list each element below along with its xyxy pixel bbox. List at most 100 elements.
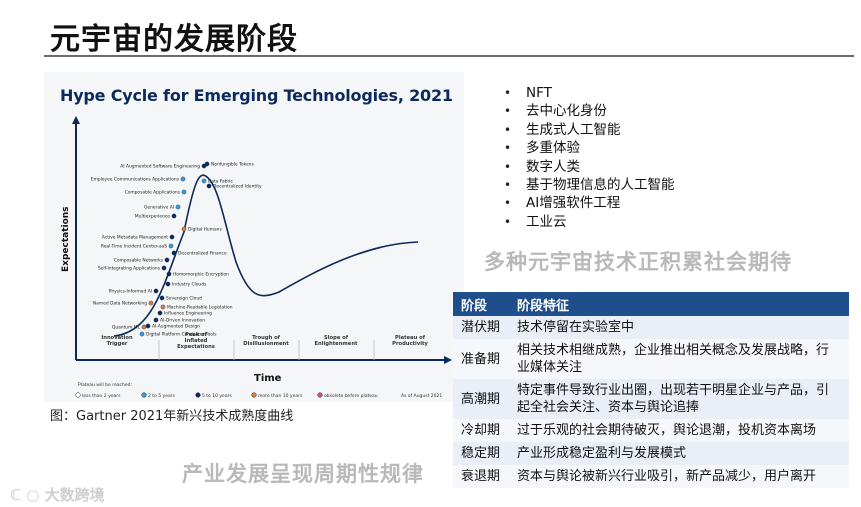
legend-label: obsolete before plateau (324, 393, 378, 399)
technology-dot (181, 189, 187, 195)
y-axis-label: Expectations (61, 206, 71, 272)
x-axis-label: Time (254, 373, 282, 384)
stage-feature-cell: 产业形成稳定盈利与发展模式 (509, 442, 849, 465)
logo-text: 大数跨境 (44, 486, 105, 504)
logo-mark-icon: ℂ ○ (10, 486, 40, 504)
technology-dot (201, 178, 207, 184)
technology-label: Sovereign Cloud (166, 296, 202, 302)
stage-name-cell: 衰退期 (453, 465, 509, 488)
phase-label: Peak of Inflated Expectations (177, 332, 215, 350)
technology-dot (171, 213, 177, 219)
technology-label: Composable Networks (114, 258, 164, 264)
technology-markers: AI Augmented Software Engineering Nonfung… (91, 162, 262, 338)
technology-label: Nonfungible Tokens (211, 162, 254, 168)
legend-label: less than 2 years (82, 393, 121, 399)
tech-list-item: AI增强软件工程 (500, 194, 675, 213)
phase-label-line: Trough of (252, 335, 281, 341)
tech-list-item: 多重体验 (500, 139, 675, 158)
technology-label: Decentralized Identity (213, 184, 262, 190)
stage-row: 稳定期 产业形成稳定盈利与发展模式 (453, 442, 849, 465)
technology-dot (171, 250, 177, 256)
stage-row: 潜伏期 技术停留在实验室中 (453, 316, 849, 339)
technology-dot (204, 161, 210, 167)
legend-swatch (195, 392, 201, 398)
technology-bullet-list: NFT去中心化身份生成式人工智能多重体验数字人类基于物理信息的人工智能AI增强软… (500, 84, 675, 232)
technology-label: Digital Platform Conductor Tools (146, 332, 217, 338)
phase-label-line: Enlightenment (315, 341, 359, 347)
tech-list-item: 工业云 (500, 213, 675, 232)
overlay-caption-cycle: 产业发展呈现周期性规律 (182, 462, 424, 486)
tech-list-item: 生成式人工智能 (500, 121, 675, 140)
tech-list-item: 数字人类 (500, 158, 675, 177)
tech-list-item: 去中心化身份 (500, 102, 675, 121)
x-axis-arrow (444, 356, 452, 364)
stage-feature-cell: 特定事件导致行业出圈，出现若干明星企业与产品，引起全社会关注、资本与舆论追捧 (509, 379, 849, 419)
header-stage: 阶段 (453, 292, 509, 316)
technology-label: Composable Applications (125, 190, 181, 196)
phase-label: Innovation Trigger (101, 335, 133, 347)
overlay-caption-expectations: 多种元宇宙技术正积累社会期待 (484, 250, 792, 274)
phase-label-line: Trigger (107, 341, 128, 347)
technology-dot (168, 243, 174, 249)
stage-feature-cell: 技术停留在实验室中 (509, 316, 849, 339)
technology-label: Homomorphic Encryption (173, 272, 229, 278)
technology-dot (160, 304, 166, 310)
technology-dot (153, 317, 159, 323)
technology-label: Active Metadata Management (102, 235, 168, 241)
title-divider (44, 55, 854, 57)
technology-label: Self-Integrating Applications (98, 266, 161, 272)
technology-dot (157, 310, 163, 316)
technology-label: Decentralized Finance (178, 251, 227, 257)
technology-dot (161, 265, 167, 271)
legend-label: 2 to 5 years (148, 393, 176, 399)
technology-label: Digital Humans (188, 227, 222, 233)
stage-feature-cell: 过于乐观的社会期待破灭，舆论退潮，投机资本离场 (509, 419, 849, 442)
hype-curve (113, 174, 419, 337)
phase-label-line: Inflated (185, 338, 208, 344)
header-feature: 阶段特征 (509, 292, 849, 316)
plateau-note: Plateau will be reached: (78, 382, 132, 388)
phase-labels: Innovation Trigger Peak of Inflated Expectat… (101, 332, 428, 350)
technology-label: Named Data Networking (93, 301, 147, 307)
technology-label: Employee Communications Applications (91, 177, 180, 183)
stage-feature-cell: 资本与舆论被新兴行业吸引，新产品减少，用户离开 (509, 465, 849, 488)
stage-name-cell: 潜伏期 (453, 316, 509, 339)
phase-label-line: Plateau of (395, 335, 426, 341)
hype-cycle-chart: Hype Cycle for Emerging Technologies, 20… (44, 72, 464, 402)
technology-dot (148, 300, 154, 306)
phase-label: Slope of Enlightenment (315, 335, 359, 347)
technology-dot (180, 176, 186, 182)
technology-label: Real-Time Incident Center-aaS (101, 244, 167, 250)
technology-label: AI Augmented Software Engineering (120, 164, 200, 170)
technology-dot (166, 271, 172, 277)
technology-dot (139, 331, 145, 337)
legend-swatch (251, 392, 257, 398)
stage-name-cell: 高潮期 (453, 379, 509, 419)
stage-row: 衰退期 资本与舆论被新兴行业吸引，新产品减少，用户离开 (453, 465, 849, 488)
tech-list-item: NFT (500, 84, 675, 103)
technology-label: Generative AI (144, 205, 174, 211)
technology-dot (206, 183, 212, 189)
technology-label: AI-Driven Innovation (160, 318, 205, 324)
technology-dot (175, 204, 181, 210)
phase-label-line: Peak of (185, 332, 208, 338)
phase-label: Plateau of Productivity (392, 335, 428, 347)
technology-dot (165, 281, 171, 287)
technology-dot (159, 295, 165, 301)
hype-cycle-svg: Expectations Time Plateau will be reache… (61, 116, 452, 399)
stage-name-cell: 冷却期 (453, 419, 509, 442)
chart-legend: less than 2 years 2 to 5 years 5 to 10 yea… (75, 392, 378, 399)
stage-table: 阶段 阶段特征 潜伏期 技术停留在实验室中 准备期 相关技术相继成熟，企业推出相关概念… (453, 292, 849, 488)
stage-row: 冷却期 过于乐观的社会期待破灭，舆论退潮，投机资本离场 (453, 419, 849, 442)
technology-dot (169, 234, 175, 240)
stage-name-cell: 稳定期 (453, 442, 509, 465)
technology-label: Multiexperience (135, 214, 170, 220)
phase-label-line: Expectations (177, 344, 215, 350)
as-of-note: As of August 2021 (401, 393, 442, 399)
stage-feature-cell: 相关技术相继成熟，企业推出相关概念及发展战略，行业媒体关注 (509, 339, 849, 379)
technology-dot (164, 257, 170, 263)
technology-label: Quantum ML (112, 325, 141, 331)
legend-swatch (75, 392, 81, 398)
technology-dot (145, 323, 151, 329)
chart-title: Hype Cycle for Emerging Technologies, 20… (60, 86, 453, 105)
